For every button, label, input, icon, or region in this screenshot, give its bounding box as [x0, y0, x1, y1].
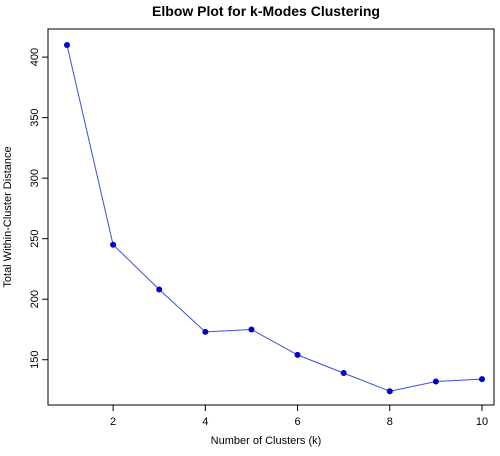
- y-tick-label: 150: [29, 351, 41, 369]
- data-point: [202, 328, 209, 335]
- data-point: [294, 351, 301, 358]
- data-point: [110, 241, 117, 248]
- data-point: [156, 286, 163, 293]
- y-axis-label: Total Within-Cluster Distance: [2, 146, 14, 287]
- x-axis-label: Number of Clusters (k): [211, 435, 322, 447]
- data-point: [340, 370, 347, 377]
- series-line: [66, 44, 483, 392]
- data-point: [479, 376, 485, 383]
- chart-title: Elbow Plot for k-Modes Clustering: [152, 3, 380, 19]
- y-tick-label: 300: [29, 169, 41, 187]
- x-tick-label: 2: [110, 416, 116, 428]
- y-tick-label: 200: [29, 290, 41, 308]
- data-point: [248, 326, 255, 333]
- x-axis: 2 4 6 8 10: [110, 405, 488, 428]
- x-tick-label: 10: [476, 416, 488, 428]
- y-tick-label: 350: [29, 108, 41, 126]
- y-tick-label: 250: [29, 230, 41, 248]
- plot-frame: [47, 28, 495, 406]
- y-axis: 150 200 250 300 350 400: [29, 48, 48, 369]
- y-tick-label: 400: [29, 48, 41, 66]
- data-point: [386, 388, 393, 395]
- x-tick-label: 6: [294, 416, 300, 428]
- data-points: [64, 42, 485, 395]
- x-tick-label: 8: [387, 416, 393, 428]
- data-point: [432, 378, 439, 385]
- data-point: [64, 42, 70, 48]
- x-tick-label: 4: [202, 416, 208, 428]
